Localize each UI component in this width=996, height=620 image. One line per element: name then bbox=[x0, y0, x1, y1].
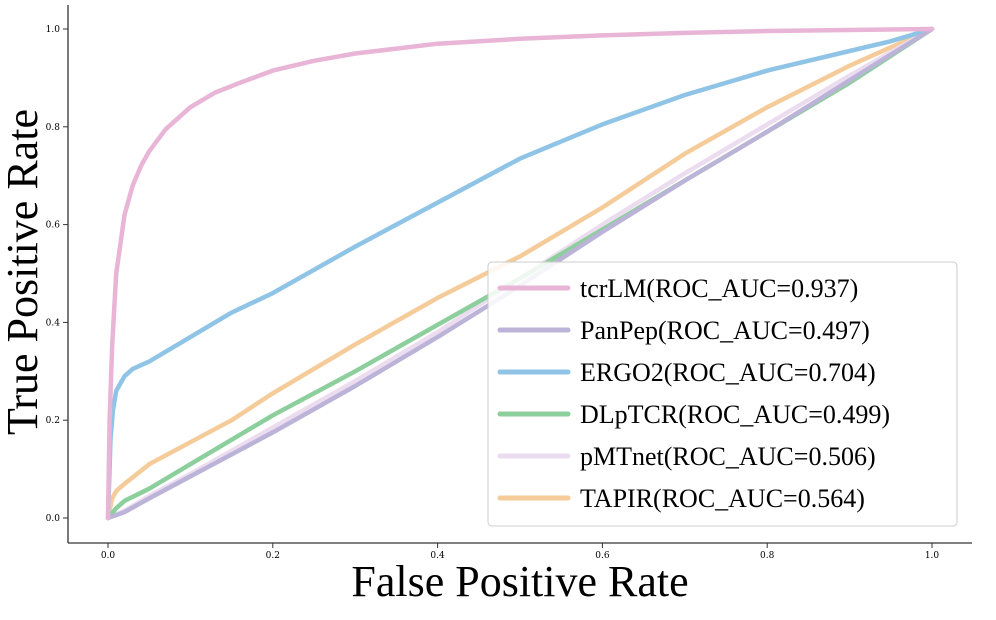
legend-label-4: pMTnet(ROC_AUC=0.506) bbox=[580, 442, 876, 471]
legend-label-5: TAPIR(ROC_AUC=0.564) bbox=[580, 484, 865, 513]
legend-items: tcrLM(ROC_AUC=0.937) PanPep(ROC_AUC=0.497… bbox=[497, 274, 890, 513]
x-tick-label: 0.2 bbox=[266, 551, 280, 561]
legend-label-1: PanPep(ROC_AUC=0.497) bbox=[580, 316, 870, 345]
y-tick-label: 0.4 bbox=[46, 318, 61, 328]
y-tick-label: 0.0 bbox=[46, 514, 61, 524]
x-axis-label: False Positive Rate bbox=[351, 557, 688, 606]
axes bbox=[67, 5, 972, 544]
series-line-1 bbox=[105, 26, 935, 521]
series-lines bbox=[105, 26, 935, 521]
series-line-2 bbox=[105, 26, 935, 521]
y-axis-label: True Positive Rate bbox=[0, 109, 47, 435]
y-tick-label: 0.6 bbox=[46, 221, 61, 231]
legend: tcrLM(ROC_AUC=0.937) PanPep(ROC_AUC=0.497… bbox=[487, 261, 958, 527]
y-tick-label: 0.2 bbox=[46, 416, 60, 426]
x-tick-label: 0.8 bbox=[760, 551, 775, 561]
x-ticks: 0.0 0.2 0.4 0.6 0.8 1.0 bbox=[101, 543, 940, 561]
series-line-5 bbox=[105, 26, 935, 521]
x-tick-label: 0.0 bbox=[101, 551, 116, 561]
legend-label-2: ERGO2(ROC_AUC=0.704) bbox=[580, 358, 876, 387]
y-tick-label: 1.0 bbox=[46, 25, 61, 35]
legend-label-0: tcrLM(ROC_AUC=0.937) bbox=[580, 274, 858, 303]
y-ticks: 0.0 0.2 0.4 0.6 0.8 1.0 bbox=[46, 25, 68, 524]
x-tick-label: 0.4 bbox=[430, 551, 445, 561]
x-tick-label: 0.6 bbox=[595, 551, 610, 561]
legend-frame bbox=[487, 261, 958, 527]
series-line-0 bbox=[105, 26, 935, 521]
legend-label-3: DLpTCR(ROC_AUC=0.499) bbox=[580, 400, 890, 429]
x-tick-label: 1.0 bbox=[925, 551, 940, 561]
y-tick-label: 0.8 bbox=[46, 123, 61, 133]
